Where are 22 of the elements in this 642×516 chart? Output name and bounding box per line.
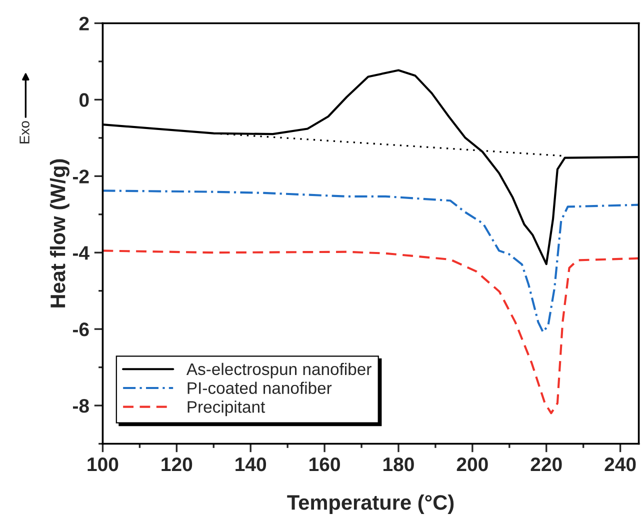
line-series — [102, 250, 639, 414]
x-tick-label: 220 — [530, 457, 562, 472]
legend-label: As-electrospun nanofiber — [186, 362, 372, 378]
x-tick-label: 160 — [310, 457, 340, 472]
text: Exo — [20, 121, 30, 144]
line-series — [102, 190, 639, 334]
x-tick-label: 140 — [236, 457, 266, 472]
y-axis-title: Heat flow (W/g) — [50, 159, 70, 308]
y-tick-label: 2 — [79, 16, 89, 30]
x-tick-label: 240 — [604, 457, 636, 472]
y-tick-label: -6 — [73, 322, 89, 336]
y-tick-label: 0 — [79, 93, 89, 107]
legend-label: PI-coated nanofiber — [188, 382, 332, 394]
x-tick-label: 180 — [383, 457, 414, 472]
legend-label: Precipitant — [188, 400, 266, 416]
x-tick-label: 120 — [162, 457, 192, 472]
y-tick-label: -2 — [73, 170, 89, 184]
x-axis-title: Temperature (°C) — [287, 494, 454, 514]
x-tick-label: 200 — [456, 457, 488, 472]
y-tick-label: -4 — [73, 246, 90, 260]
y-tick-label: -8 — [73, 398, 89, 413]
x-tick-label: 100 — [88, 457, 118, 472]
